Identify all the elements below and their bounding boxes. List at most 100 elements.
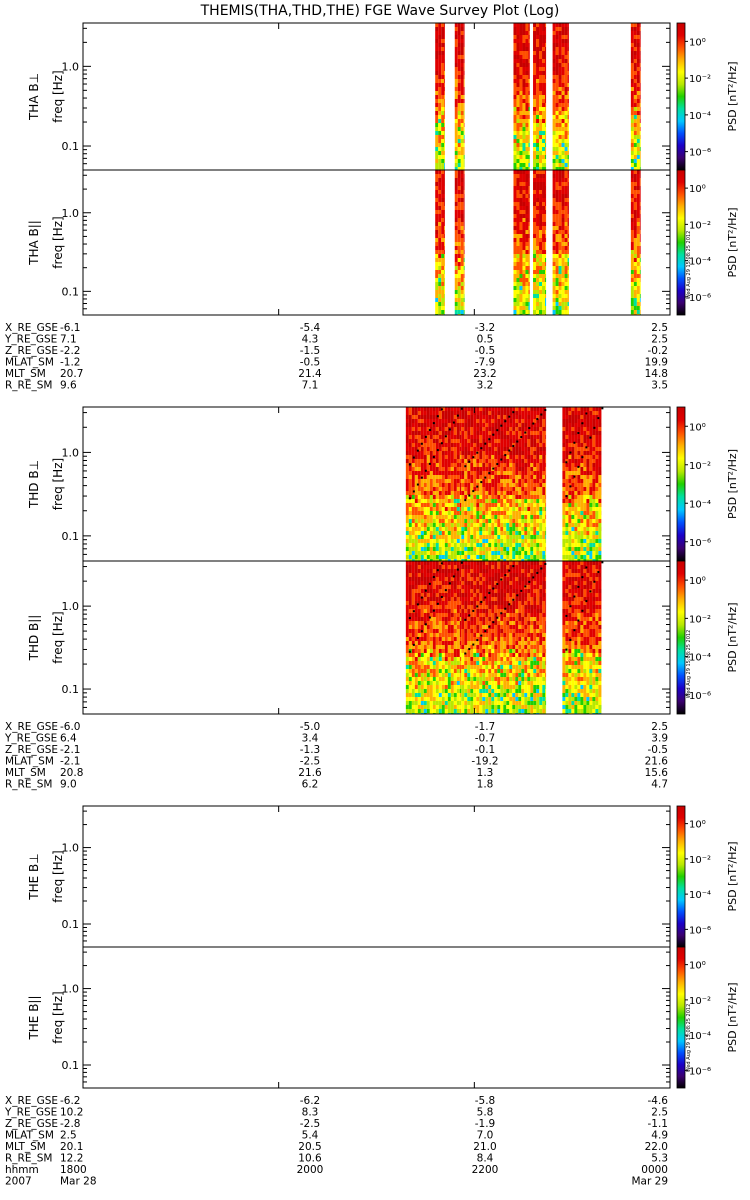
spectrogram-cell bbox=[432, 523, 436, 527]
spectrogram-cell bbox=[536, 515, 540, 519]
spectrogram-cell bbox=[567, 178, 569, 182]
spectrogram-cell bbox=[488, 447, 492, 451]
spectrogram-cell bbox=[408, 451, 412, 455]
spectrogram-cell bbox=[467, 527, 471, 531]
spectrogram-cell bbox=[542, 471, 546, 475]
spectrogram-cell bbox=[577, 519, 581, 523]
spectrogram-cell bbox=[577, 411, 581, 415]
ephemeris-value: -0.5 bbox=[475, 345, 496, 357]
spectrogram-cell bbox=[457, 167, 461, 170]
spectrogram-cell bbox=[408, 609, 412, 613]
spectrogram-cell bbox=[528, 182, 530, 186]
spectrogram-cell bbox=[639, 103, 641, 107]
spectrogram-cell bbox=[441, 27, 445, 31]
spectrogram-cell bbox=[539, 230, 543, 234]
spectrogram-cell bbox=[567, 151, 569, 155]
spectrogram-cell bbox=[533, 43, 537, 47]
spectrogram-cell bbox=[598, 447, 602, 451]
spectrogram-cell bbox=[454, 198, 458, 202]
spectrogram-cell bbox=[497, 523, 501, 527]
spectrogram-cell bbox=[545, 290, 547, 294]
spectrogram-cell bbox=[516, 258, 520, 262]
spectrogram-cell bbox=[473, 523, 477, 527]
spectrogram-cell bbox=[516, 167, 520, 170]
ephemeris-label: X_RE_GSE bbox=[5, 322, 58, 334]
spectrogram-cell bbox=[639, 39, 641, 43]
spectrogram-cell bbox=[567, 51, 569, 55]
spectrogram-cell bbox=[567, 174, 569, 178]
spectrogram-cell bbox=[444, 143, 445, 147]
spectrogram-cell bbox=[408, 407, 412, 411]
colorbar-tick-label: 10⁻² bbox=[689, 74, 711, 85]
spectrogram-cell bbox=[457, 95, 461, 99]
spectrogram-cell bbox=[542, 198, 546, 202]
spectrogram-cell bbox=[405, 597, 409, 601]
spectrogram-cell bbox=[561, 55, 565, 59]
spectrogram-cell bbox=[568, 471, 572, 475]
spectrogram-cell bbox=[473, 495, 477, 499]
spectrogram-cell bbox=[539, 167, 543, 170]
spectrogram-cell bbox=[491, 543, 495, 547]
spectrogram-cell bbox=[435, 91, 439, 95]
spectrogram-cell bbox=[503, 535, 507, 539]
spectrogram-cell bbox=[479, 443, 483, 447]
spectrogram-cell bbox=[636, 159, 640, 163]
spectrogram-cell bbox=[533, 491, 537, 495]
spectrogram-cell bbox=[592, 523, 596, 527]
spectrogram-cell bbox=[522, 258, 526, 262]
spectrogram-cell bbox=[516, 35, 520, 39]
spectrogram-cell bbox=[555, 111, 559, 115]
spectrogram-cell bbox=[426, 407, 430, 411]
spectrogram-cell bbox=[589, 483, 593, 487]
spectrogram-cell bbox=[561, 262, 565, 266]
spectrogram-cell bbox=[435, 431, 439, 435]
spectrogram-cell bbox=[414, 573, 418, 577]
spectrogram-cell bbox=[494, 543, 498, 547]
spectrogram-cell bbox=[444, 178, 445, 182]
spectrogram-cell bbox=[555, 95, 559, 99]
spectrogram-cell bbox=[408, 685, 412, 689]
spectrogram-cell bbox=[633, 238, 637, 242]
spectrogram-cell bbox=[512, 503, 516, 507]
spectrogram-cell bbox=[429, 459, 433, 463]
spectrogram-cell bbox=[542, 254, 546, 258]
spectrogram-cell bbox=[509, 559, 513, 561]
spectrogram-cell bbox=[561, 71, 565, 75]
spectrogram-cell bbox=[457, 71, 461, 75]
spectrogram-cell bbox=[525, 234, 529, 238]
spectrogram-cell bbox=[567, 198, 569, 202]
spectrogram-cell bbox=[503, 439, 507, 443]
spectrogram-cell bbox=[636, 286, 640, 290]
spectrogram-cell bbox=[542, 262, 546, 266]
spectrogram-cell bbox=[438, 419, 442, 423]
spectrogram-cell bbox=[539, 186, 543, 190]
spectrogram-cell bbox=[473, 435, 477, 439]
spectrogram-cell bbox=[583, 467, 587, 471]
spectrogram-cell bbox=[519, 63, 523, 67]
spectrogram-cell bbox=[408, 669, 412, 673]
spectrogram-cell bbox=[528, 107, 530, 111]
spectrogram-cell bbox=[545, 226, 547, 230]
spectrogram-cell bbox=[636, 43, 640, 47]
spectrogram-cell bbox=[444, 39, 445, 43]
spectrogram-cell bbox=[577, 535, 581, 539]
spectrogram-cell bbox=[545, 503, 547, 507]
spectrogram-cell bbox=[516, 147, 520, 151]
spectrogram-cell bbox=[527, 411, 531, 415]
spectrogram-cell bbox=[536, 147, 540, 151]
spectrogram-cell bbox=[460, 246, 464, 250]
spectrogram-cell bbox=[423, 419, 427, 423]
spectrogram-cell bbox=[482, 435, 486, 439]
spectrogram-cell bbox=[522, 111, 526, 115]
spectrogram-cell bbox=[542, 270, 546, 274]
spectrogram-cell bbox=[506, 427, 510, 431]
spectrogram-cell bbox=[506, 479, 510, 483]
spectrogram-cell bbox=[429, 515, 433, 519]
spectrogram-cell bbox=[542, 35, 546, 39]
spectrogram-cell bbox=[539, 294, 543, 298]
spectrogram-cell bbox=[515, 555, 519, 559]
spectrogram-cell bbox=[633, 83, 637, 87]
spectrogram-cell bbox=[545, 119, 547, 123]
spectrogram-cell bbox=[527, 523, 531, 527]
spectrogram-cell bbox=[432, 535, 436, 539]
